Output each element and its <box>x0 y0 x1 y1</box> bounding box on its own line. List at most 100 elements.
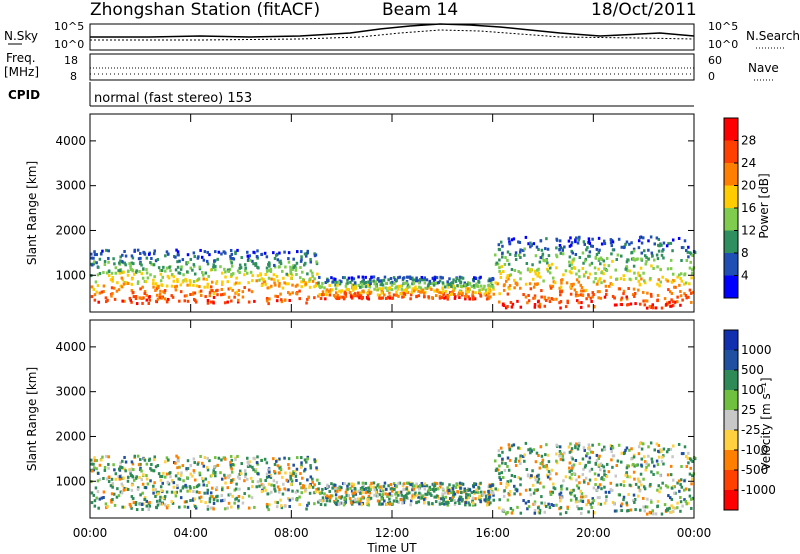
power-cell <box>122 270 125 274</box>
power-cell <box>598 257 601 261</box>
velocity-cell <box>227 493 231 497</box>
power-cell <box>300 255 303 259</box>
velocity-cell <box>598 496 601 500</box>
power-cell <box>361 275 365 279</box>
power-cell <box>388 286 392 290</box>
power-cell <box>448 291 452 295</box>
velocity-cell <box>582 467 585 471</box>
velocity-cell <box>165 506 169 510</box>
power-cell <box>378 294 381 298</box>
velocity-cell <box>198 471 201 475</box>
power-cell <box>451 281 455 285</box>
power-colorbar-swatch <box>724 163 738 186</box>
power-cell <box>178 271 182 275</box>
velocity-cell <box>388 502 391 506</box>
power-cell <box>120 285 124 289</box>
power-cell <box>417 279 421 283</box>
power-cell <box>406 286 409 290</box>
velocity-cell <box>600 477 603 481</box>
velocity-cell <box>503 489 506 493</box>
velocity-cell <box>120 482 124 486</box>
velocity-cell <box>625 446 629 450</box>
power-cell <box>666 301 669 305</box>
velocity-cell <box>630 457 633 461</box>
power-cell <box>542 279 545 283</box>
power-cell <box>622 274 626 278</box>
velocity-colorbar-tick-label: 25 <box>741 403 756 417</box>
velocity-cell <box>298 503 301 507</box>
velocity-cell <box>395 499 399 503</box>
power-cell <box>503 283 506 287</box>
velocity-cell <box>425 484 429 488</box>
velocity-cell <box>257 472 260 476</box>
power-cell <box>691 253 694 257</box>
power-cell <box>528 282 532 286</box>
velocity-cell <box>595 458 599 462</box>
power-cell <box>387 286 390 290</box>
velocity-cell <box>645 505 649 509</box>
power-cell <box>262 278 265 282</box>
velocity-cell <box>155 505 158 509</box>
power-cell <box>669 267 673 271</box>
velocity-cell <box>254 469 257 473</box>
velocity-cell <box>93 499 97 503</box>
velocity-cell <box>125 487 128 491</box>
power-colorbar-swatch <box>724 118 738 141</box>
power-cell <box>585 248 588 252</box>
power-cell <box>595 252 599 256</box>
velocity-colorbar-swatch <box>724 470 738 491</box>
velocity-cell <box>408 491 411 495</box>
power-cell <box>166 297 170 301</box>
power-cell <box>519 305 523 309</box>
power-cell <box>607 284 611 288</box>
power-cell <box>684 293 688 297</box>
power-cell <box>212 292 216 296</box>
velocity-cell <box>154 488 158 492</box>
power-cell <box>577 280 581 284</box>
power-cell <box>519 286 522 290</box>
velocity-cell <box>313 460 317 464</box>
power-cell <box>139 296 142 300</box>
power-cell <box>586 246 589 250</box>
velocity-cell <box>581 457 585 461</box>
power-cell <box>131 256 135 260</box>
velocity-cell <box>498 476 501 480</box>
velocity-cell <box>455 482 459 486</box>
velocity-cell <box>90 501 94 505</box>
velocity-cell <box>543 501 546 505</box>
power-cell <box>168 265 171 269</box>
power-cell <box>273 256 277 260</box>
power-cell <box>129 263 132 267</box>
power-cell <box>597 267 600 271</box>
power-cell <box>264 282 267 286</box>
power-cell <box>588 241 592 245</box>
velocity-cell <box>414 491 417 495</box>
power-cell <box>581 294 585 298</box>
velocity-cell <box>336 489 339 493</box>
velocity-cell <box>255 485 258 489</box>
velocity-cell <box>91 469 94 473</box>
velocity-cell <box>206 491 209 495</box>
velocity-cell <box>549 492 553 496</box>
power-cell <box>291 283 294 287</box>
power-cell <box>205 259 209 263</box>
power-cell <box>163 297 167 301</box>
power-cell <box>141 285 144 289</box>
power-cell <box>247 300 251 304</box>
velocity-cell <box>671 485 675 489</box>
velocity-cell <box>193 470 196 474</box>
velocity-cell <box>328 495 331 499</box>
power-cell <box>452 278 455 282</box>
power-cell <box>499 275 503 279</box>
velocity-cell <box>317 500 320 504</box>
power-cell <box>504 279 508 283</box>
velocity-cell <box>262 485 266 489</box>
velocity-cell <box>670 497 674 501</box>
velocity-cell <box>291 497 294 501</box>
power-cell <box>641 236 645 240</box>
velocity-cell <box>495 467 499 471</box>
power-cell <box>633 258 637 262</box>
power-cell <box>384 281 388 285</box>
power-cell <box>238 281 241 285</box>
power-cell <box>594 277 597 281</box>
